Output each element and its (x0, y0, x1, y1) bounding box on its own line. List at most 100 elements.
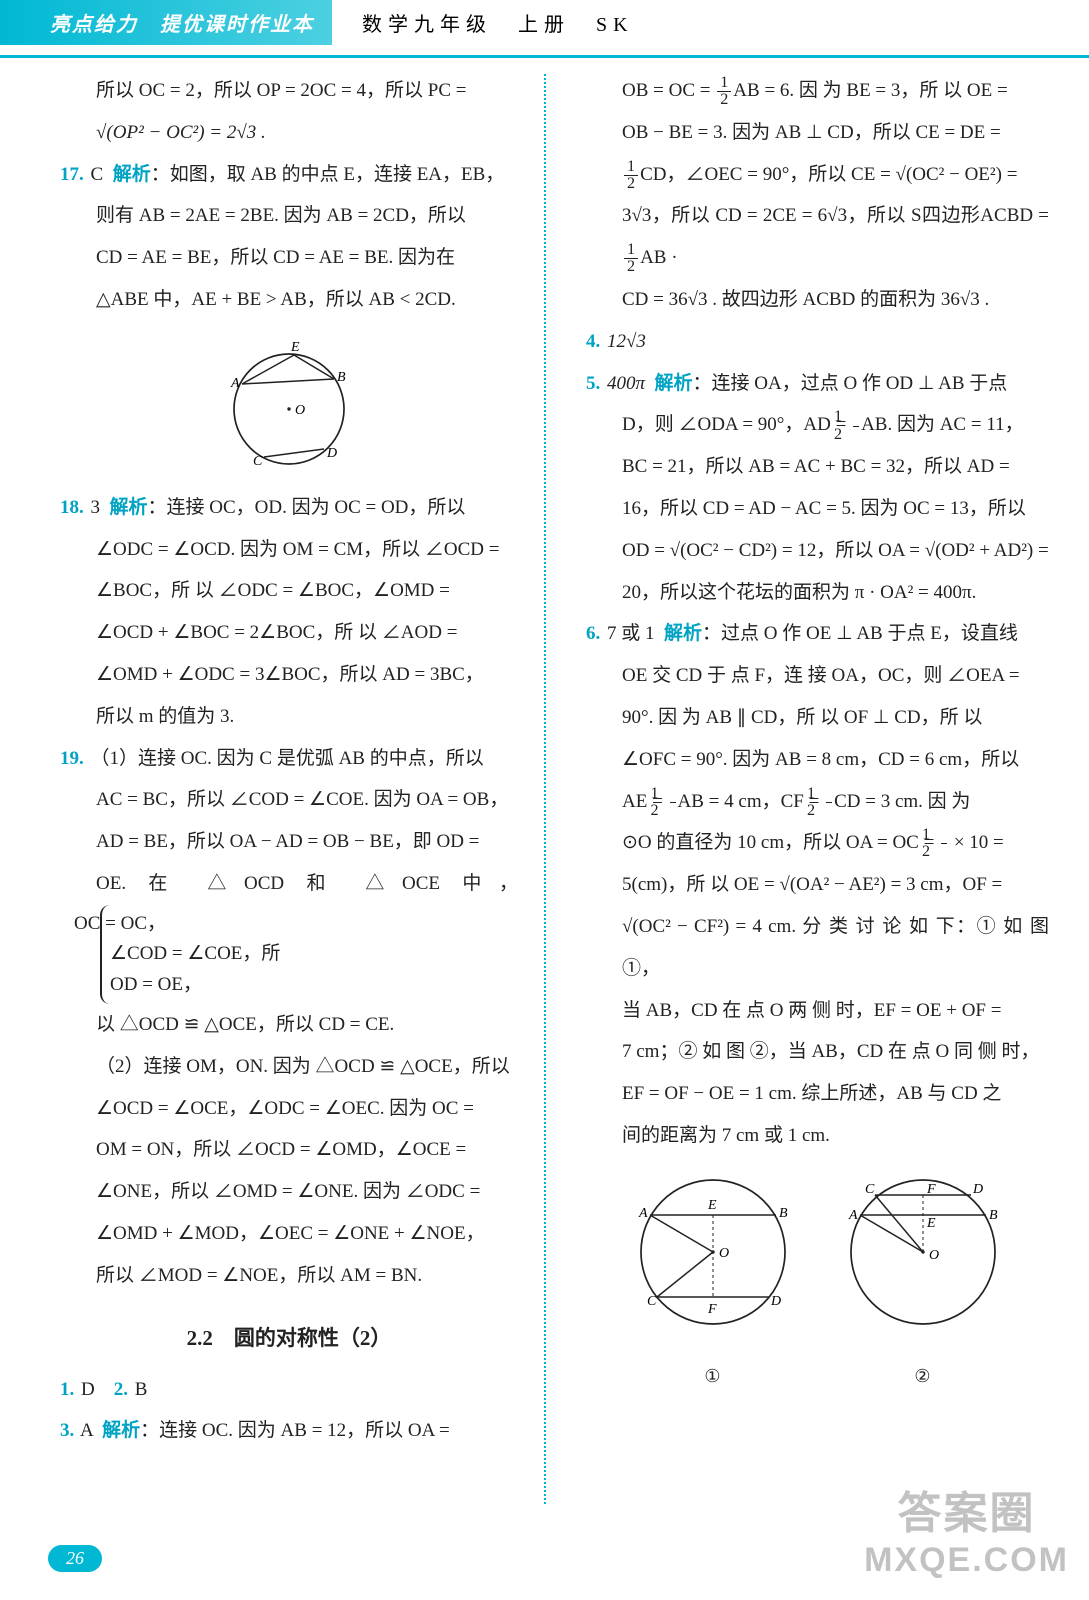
text: ：连接 OC，OD. 因为 OC = OD，所以 (148, 497, 466, 518)
question-number: 19. (60, 748, 84, 769)
svg-text:B: B (337, 370, 346, 385)
section-title: 2.2 圆的对称性（2） (60, 1315, 518, 1361)
text: OC = OC， (74, 913, 166, 934)
circle-diagram-icon: O A B C D F E (833, 1167, 1013, 1337)
text: BC = 21，所以 AB = AC + BC = 32，所以 AD = (622, 456, 1010, 477)
svg-text:A: A (638, 1206, 648, 1221)
q3: 3. A 解析：连接 OC. 因为 AB = 12，所以 OA = (96, 1410, 518, 1452)
question-number: 4. (586, 331, 600, 352)
svg-text:F: F (926, 1182, 936, 1197)
text: ⊙O 的直径为 10 cm，所以 OA = OC = (622, 832, 939, 853)
header-tab: 亮点给力 提优课时作业本 (0, 0, 332, 45)
text: 所以 m 的值为 3. (96, 706, 234, 727)
text: ∠BOC，所 以 ∠ODC = ∠BOC，∠OMD = (96, 580, 450, 601)
text: 所以 OC = 2，所以 OP = 2OC = 4，所以 PC = (96, 80, 466, 101)
text: CD = 3 cm. 因 为 (834, 791, 970, 812)
answer: 7 或 1 (607, 623, 655, 644)
text: AB · (640, 247, 677, 268)
answer: 400π (607, 373, 645, 394)
svg-text:E: E (707, 1198, 717, 1213)
svg-text:A: A (230, 376, 240, 391)
keyword: 解析 (655, 373, 693, 394)
q6: 6. 7 或 1 解析：过点 O 作 OE ⊥ AB 于点 E，设直线 OE 交… (622, 613, 1049, 1156)
text: 3√3，所以 CD = 2CE = 6√3，所以 S四边形ACBD = (622, 205, 1049, 226)
text: OE 交 CD 于 点 F，连 接 OA，OC，则 ∠OEA = (622, 665, 1020, 686)
q4: 4. 12√3 (622, 321, 1049, 363)
text: OD = OE， (110, 974, 202, 995)
text: AD = BE，所以 OA − AD = OB − BE，即 OD = (96, 831, 479, 852)
question-number: 18. (60, 497, 84, 518)
svg-text:D: D (770, 1294, 781, 1309)
q1-q2: 1. D 2. B (96, 1369, 518, 1411)
svg-text:O: O (295, 403, 305, 418)
fraction: 12 (826, 786, 832, 819)
text: D，则 ∠ODA = 90°，AD = (622, 414, 851, 435)
text: ∠OMD + ∠MOD，∠OEC = ∠ONE + ∠NOE， (96, 1223, 485, 1244)
figure-caption: ② (833, 1357, 1013, 1397)
text: ：过点 O 作 OE ⊥ AB 于点 E，设直线 (702, 623, 1018, 644)
watermark-text: MXQE.COM (864, 1541, 1069, 1580)
q5: 5. 400π 解析：连接 OA，过点 O 作 OD ⊥ AB 于点 D，则 ∠… (622, 363, 1049, 614)
brace: OC = OC， ∠COD = ∠COE，所 OD = OE， (100, 905, 280, 1004)
circle-diagram-icon: O A B E C D F (623, 1167, 803, 1337)
question-number: 6. (586, 623, 600, 644)
svg-text:E: E (290, 340, 300, 355)
text: 5(cm)，所 以 OE = √(OA² − AE²) = 3 cm，OF = (622, 874, 1002, 895)
text: ∠OMD + ∠ODC = 3∠BOC，所以 AD = 3BC， (96, 664, 484, 685)
text: OB − BE = 3. 因为 AB ⊥ CD，所以 CE = DE = (622, 122, 1001, 143)
page-body: 所以 OC = 2，所以 OP = 2OC = 4，所以 PC = √(OP² … (0, 70, 1089, 1530)
svg-text:F: F (707, 1302, 717, 1317)
question-number: 5. (586, 373, 600, 394)
question-number: 1. (60, 1379, 74, 1400)
svg-text:A: A (848, 1208, 858, 1223)
text: CD = 36√3 . 故四边形 ACBD 的面积为 36√3 . (622, 289, 989, 310)
header-rule (0, 55, 1089, 58)
question-number: 2. (114, 1379, 128, 1400)
text: ∠OFC = 90°. 因为 AB = 8 cm，CD = 6 cm，所以 (622, 749, 1019, 770)
text: OB = OC = (622, 80, 715, 101)
figure-q17: O A B E C D (60, 329, 518, 479)
cont-r1: OB = OC = 12AB = 6. 因 为 BE = 3，所 以 OE = … (622, 70, 1049, 321)
fraction: 12 (717, 75, 731, 108)
text: 7 cm；② 如 图 ②，当 AB，CD 在 点 O 同 侧 时， (622, 1041, 1039, 1062)
q19: 19. （1）连接 OC. 因为 C 是优弧 AB 的中点，所以 AC = BC… (96, 738, 518, 1297)
text: △ABE 中，AE + BE > AB，所以 AB < 2CD. (96, 289, 456, 310)
left-column: 所以 OC = 2，所以 OP = 2OC = 4，所以 PC = √(OP² … (0, 70, 546, 1530)
fraction: 12 (670, 786, 676, 819)
text: AB. 因为 AC = 11， (861, 414, 1024, 435)
text: AE = (622, 791, 668, 812)
answer: A (80, 1420, 93, 1441)
svg-text:D: D (972, 1182, 983, 1197)
text: CD，∠OEC = 90°，所以 CE = √(OC² − OE²) = (640, 164, 1017, 185)
text: ∠ODC = ∠OCD. 因为 OM = CM，所以 ∠OCD = (96, 539, 500, 560)
text: AB = 4 cm，CF = (678, 791, 825, 812)
circle-diagram-icon: O A B E C D (209, 329, 369, 479)
text: 以 △OCD ≌ △OCE，所以 CD = CE. (96, 1014, 394, 1035)
answer: D (81, 1379, 95, 1400)
text: ∠COD = ∠COE，所 (110, 943, 280, 964)
text: （1）连接 OC. 因为 C 是优弧 AB 的中点，所以 (91, 748, 484, 769)
svg-text:B: B (989, 1208, 998, 1223)
svg-text:D: D (326, 446, 337, 461)
text: ：连接 OA，过点 O 作 OD ⊥ AB 于点 (693, 373, 1008, 394)
q17: 17. C 解析：如图，取 AB 的中点 E，连接 EA，EB， 则有 AB =… (96, 154, 518, 321)
fraction: 12 (624, 242, 638, 275)
text: OD = √(OC² − CD²) = 12，所以 OA = √(OD² + A… (622, 540, 1049, 561)
diagram-1: O A B E C D F ① (623, 1167, 803, 1396)
text: ∠OCD = ∠OCE，∠ODC = ∠OEC. 因为 OC = (96, 1098, 474, 1119)
text: 所以 ∠MOD = ∠NOE，所以 AM = BN. (96, 1265, 422, 1286)
text: EF = OF − OE = 1 cm. 综上所述，AB 与 CD 之 (622, 1083, 1001, 1104)
question-number: 17. (60, 164, 84, 185)
keyword: 解析 (113, 164, 151, 185)
fraction: 12 (941, 827, 947, 860)
text: ∠ONE，所以 ∠OMD = ∠ONE. 因为 ∠ODC = (96, 1181, 480, 1202)
text: AC = BC，所以 ∠COD = ∠COE. 因为 OA = OB， (96, 789, 508, 810)
svg-text:O: O (719, 1246, 729, 1261)
text: ：如图，取 AB 的中点 E，连接 EA，EB， (151, 164, 505, 185)
fraction: 12 (624, 159, 638, 192)
text: ：连接 OC. 因为 AB = 12，所以 OA = (140, 1420, 450, 1441)
text: （2）连接 OM，ON. 因为 △OCD ≌ △OCE，所以 (96, 1056, 510, 1077)
text: CD = AE = BE，所以 CD = AE = BE. 因为在 (96, 247, 455, 268)
svg-text:E: E (926, 1216, 936, 1231)
right-column: OB = OC = 12AB = 6. 因 为 BE = 3，所 以 OE = … (546, 70, 1089, 1530)
